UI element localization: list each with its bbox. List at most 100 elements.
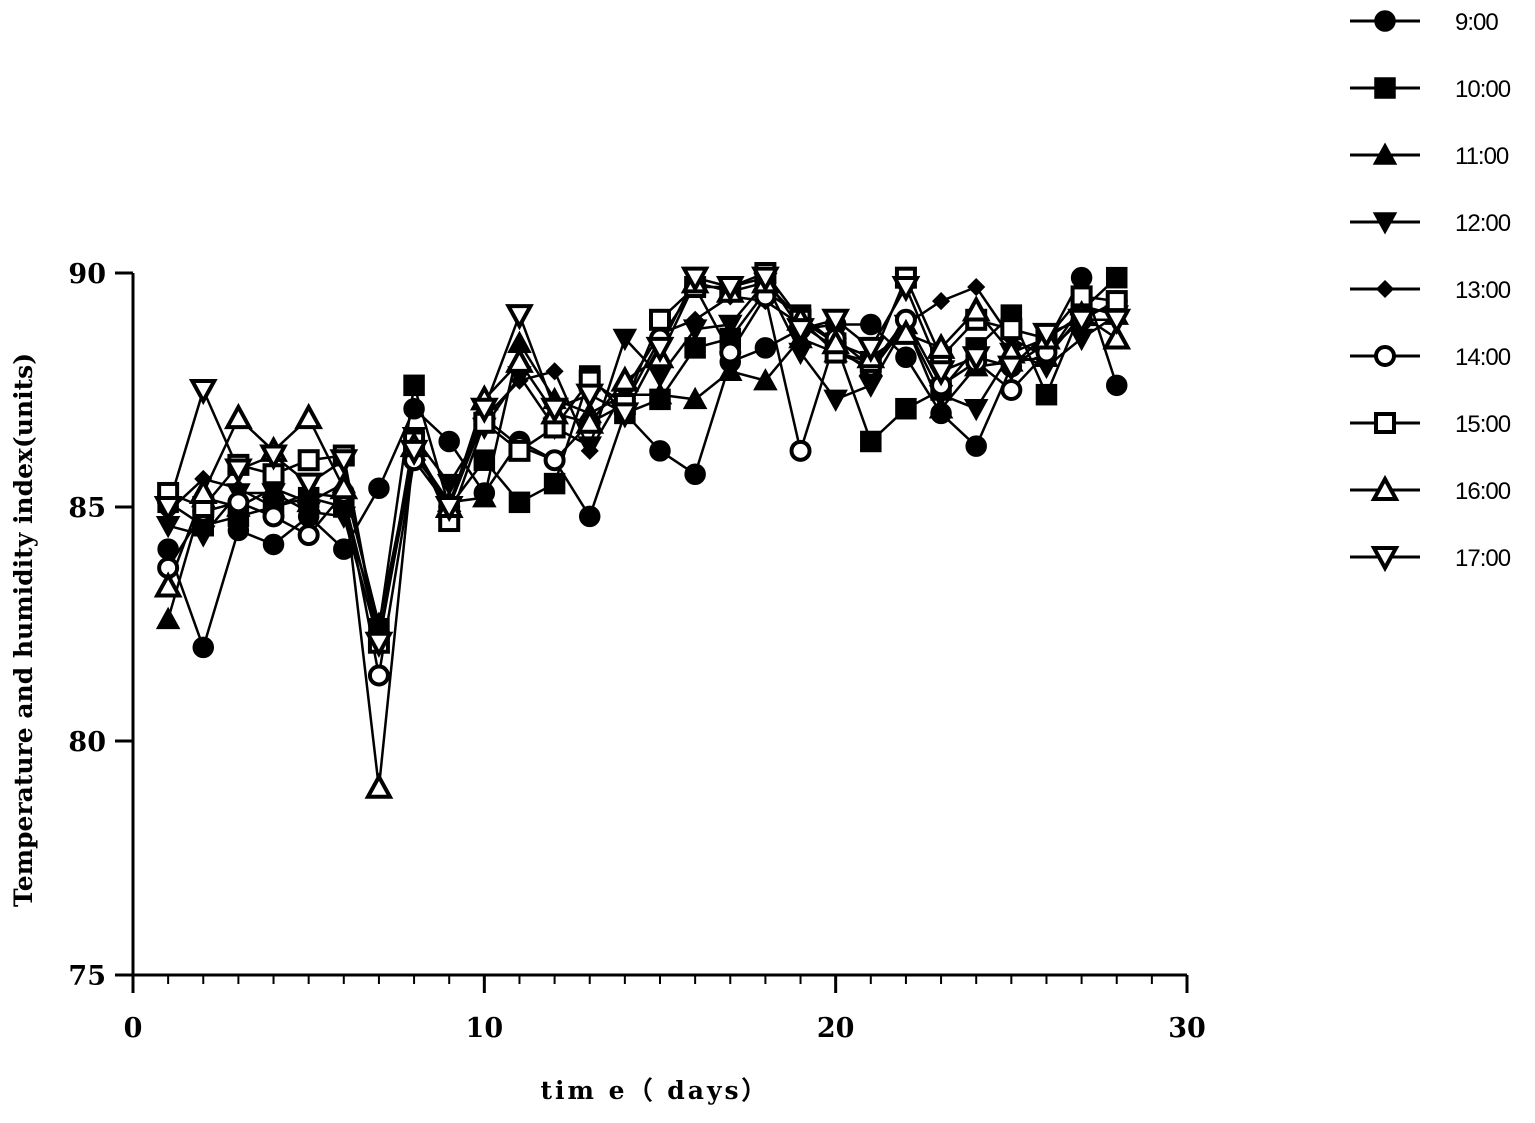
legend-marker	[1370, 474, 1400, 501]
legend-label: 16:00	[1455, 478, 1511, 505]
data-point	[192, 636, 215, 659]
legend-label: 12:00	[1455, 210, 1511, 237]
data-point	[262, 533, 285, 556]
legend-marker	[1374, 10, 1396, 32]
data-point	[227, 491, 250, 514]
data-point	[329, 449, 359, 476]
data-point	[1035, 383, 1058, 406]
data-point	[686, 310, 705, 329]
data-point	[751, 266, 780, 293]
legend-marker	[1372, 142, 1398, 165]
data-point	[469, 397, 499, 424]
data-point	[895, 346, 917, 368]
legend-marker	[1374, 345, 1396, 367]
data-point	[821, 328, 851, 355]
y-tick-label: 75	[68, 961, 106, 992]
data-point	[1105, 290, 1128, 313]
x-tick-label: 20	[817, 1013, 855, 1044]
data-point	[1102, 308, 1132, 335]
data-point	[403, 374, 425, 397]
data-point	[436, 473, 462, 497]
axes: 0 10 20 30 75 80 85 90	[68, 259, 1205, 1044]
data-point	[612, 328, 638, 352]
legend-label: 14:00	[1455, 344, 1511, 371]
data-point	[329, 473, 359, 500]
data-point	[297, 449, 320, 472]
x-axis-title: tim e（ days）	[540, 1076, 769, 1105]
data-point	[364, 772, 394, 799]
legend-marker	[1375, 279, 1395, 299]
legend: 9:00 10:00 11:00 12:00 13:00 14:00 15:00 16:00 1…	[1350, 9, 1512, 573]
series-line	[167, 271, 1117, 644]
data-point	[682, 386, 708, 410]
series-line	[167, 276, 1118, 630]
data-point	[789, 439, 812, 462]
data-point	[1105, 266, 1128, 289]
legend-label: 17:00	[1455, 545, 1511, 572]
data-point	[259, 444, 288, 471]
data-point	[860, 430, 882, 453]
data-point	[472, 485, 497, 508]
legend-label: 11:00	[1455, 143, 1509, 170]
data-point	[224, 458, 253, 485]
data-point	[823, 389, 848, 412]
data-point	[717, 314, 743, 338]
legend-marker	[1374, 412, 1396, 434]
data-point	[891, 276, 921, 303]
plot-series	[153, 262, 1132, 799]
data-point	[297, 524, 320, 547]
y-tick-label: 90	[68, 259, 106, 290]
data-point	[1000, 379, 1023, 401]
data-point	[961, 346, 991, 373]
series-line	[167, 285, 1118, 677]
data-point	[575, 407, 605, 434]
data-point	[610, 402, 640, 429]
data-point	[753, 368, 778, 391]
data-point	[895, 397, 917, 420]
data-point	[649, 440, 671, 462]
data-point	[649, 308, 671, 331]
legend-label: 13:00	[1455, 277, 1511, 304]
data-point	[645, 336, 675, 364]
data-point	[647, 366, 673, 389]
data-point	[580, 441, 599, 460]
legend-marker	[1370, 546, 1400, 573]
legend-marker	[1374, 77, 1396, 99]
data-point	[684, 463, 706, 485]
data-point	[928, 396, 954, 419]
data-point	[153, 571, 183, 598]
data-point	[932, 292, 951, 311]
data-point	[510, 371, 529, 390]
data-point	[1102, 323, 1132, 350]
x-tick-label: 30	[1168, 1013, 1206, 1044]
data-point	[543, 449, 566, 472]
data-point	[294, 402, 324, 430]
data-point	[508, 439, 531, 462]
data-point	[438, 430, 460, 453]
data-point	[155, 606, 181, 630]
data-point	[1067, 308, 1096, 335]
data-point	[508, 491, 531, 514]
data-point	[543, 472, 566, 495]
series-line	[166, 304, 1118, 626]
data-point	[821, 308, 851, 335]
data-point	[1000, 318, 1023, 341]
data-point	[967, 277, 986, 297]
data-point	[262, 505, 285, 528]
legend-marker	[1372, 212, 1398, 235]
x-tick-label: 0	[124, 1013, 143, 1044]
data-point	[545, 362, 564, 381]
legend-label: 10:00	[1455, 76, 1511, 103]
data-point	[540, 397, 569, 424]
data-point	[856, 336, 886, 364]
data-point	[403, 397, 425, 420]
data-point	[891, 318, 921, 345]
y-tick-label: 80	[68, 727, 106, 758]
data-point	[1032, 322, 1061, 349]
data-point	[680, 266, 710, 293]
data-point	[996, 355, 1026, 382]
data-point	[754, 337, 777, 359]
series-line	[166, 276, 1117, 644]
data-point	[505, 304, 534, 331]
